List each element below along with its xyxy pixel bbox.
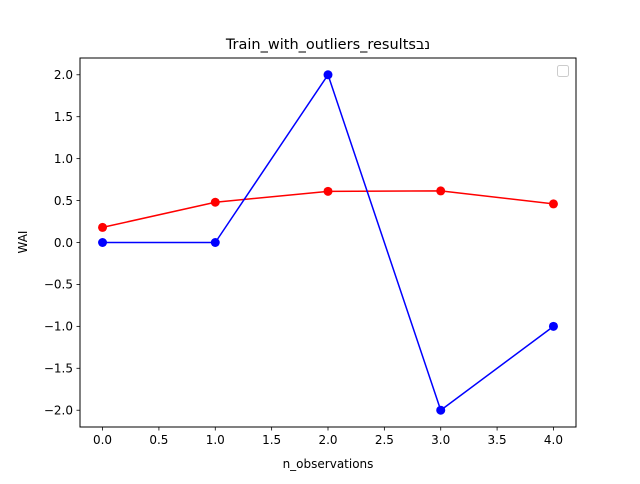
y-tick-label: 1.0: [54, 152, 73, 166]
y-tick-label: −0.5: [44, 278, 73, 292]
x-tick-label: 1.0: [206, 433, 225, 447]
y-tick-label: −1.0: [44, 320, 73, 334]
series-2-point: [548, 321, 558, 331]
series-1-point: [548, 199, 558, 209]
x-tick-label: 2.0: [318, 433, 337, 447]
series-1-point: [436, 186, 446, 196]
y-tick-label: 0.5: [54, 194, 73, 208]
y-tick-label: 1.5: [54, 110, 73, 124]
x-tick-label: 3.0: [431, 433, 450, 447]
x-axis-label: n_observations: [283, 457, 374, 471]
x-tick-label: 0.5: [149, 433, 168, 447]
series-1-point: [323, 186, 333, 196]
x-tick-label: 4.0: [544, 433, 563, 447]
x-tick-label: 2.5: [375, 433, 394, 447]
legend-box: [557, 65, 569, 77]
series-2-point: [98, 238, 108, 247]
series-2-point: [323, 70, 333, 80]
y-tick-label: 2.0: [54, 68, 73, 82]
series-2-point: [436, 405, 446, 415]
plot-frame: [79, 57, 577, 428]
chart-title: Train_with_outliers_resultsנב: [225, 37, 430, 53]
y-axis-label: WAI: [16, 231, 30, 254]
x-tick-label: 0.0: [93, 433, 112, 447]
x-tick-label: 1.5: [262, 433, 281, 447]
x-tick-label: 3.5: [488, 433, 507, 447]
y-tick-label: 0.0: [54, 236, 73, 250]
y-tick-label: −1.5: [44, 362, 73, 376]
y-tick-label: −2.0: [44, 404, 73, 418]
series-1-point: [210, 197, 220, 207]
series-1-point: [98, 222, 108, 232]
series-2-point: [210, 238, 220, 247]
